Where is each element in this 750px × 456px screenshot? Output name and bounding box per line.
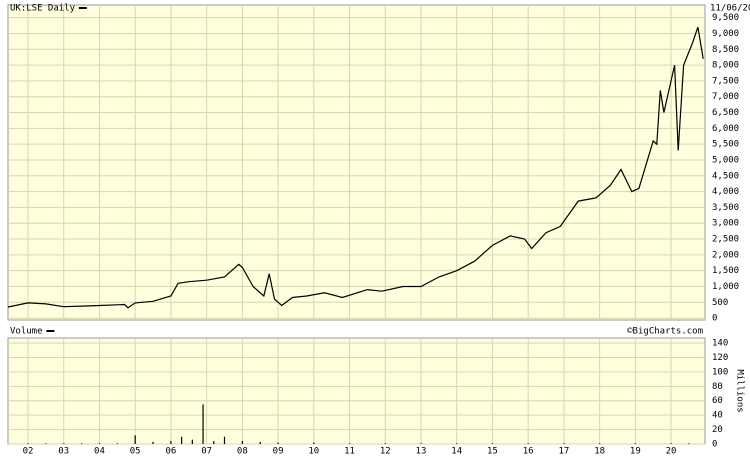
y-tick-label: 5,000 [712, 155, 739, 165]
volume-bar [191, 439, 193, 444]
y-tick-label: 60 [712, 396, 723, 406]
volume-bar [116, 443, 118, 444]
y-tick-label: 20 [712, 425, 723, 435]
y-tick-label: 4,500 [712, 171, 739, 181]
y-tick-label: 0 [712, 440, 717, 450]
volume-panel [7, 337, 706, 445]
volume-bar [98, 443, 101, 444]
y-tick-label: 100 [712, 367, 728, 377]
y-tick-label: 6,500 [712, 108, 739, 118]
volume-bar [63, 443, 65, 444]
x-tick-label: 02 [23, 447, 34, 456]
volume-bar [384, 443, 386, 444]
volume-bar [599, 443, 601, 444]
volume-bar [181, 436, 183, 444]
y-tick-label: 80 [712, 382, 723, 392]
y-tick-label: 7,000 [712, 92, 739, 102]
volume-bar [527, 443, 529, 444]
x-tick-label: 10 [308, 447, 319, 456]
volume-bar [348, 443, 351, 444]
volume-bar [259, 441, 261, 444]
volume-bar [27, 443, 29, 444]
volume-bar [80, 443, 83, 444]
x-tick-label: 11 [344, 447, 355, 456]
x-tick-label: 18 [594, 447, 605, 456]
y-tick-label: 140 [712, 339, 728, 349]
x-tick-label: 17 [558, 447, 569, 456]
x-tick-label: 04 [94, 447, 105, 456]
volume-bar [134, 435, 136, 444]
date-label: 11/06/20 [710, 4, 750, 14]
volume-bar [420, 443, 422, 444]
x-tick-label: 16 [523, 447, 534, 456]
x-tick-label: 12 [380, 447, 391, 456]
x-tick-label: 19 [630, 447, 641, 456]
x-tick-label: 13 [416, 447, 427, 456]
volume-bar [563, 443, 565, 444]
y-tick-label: 40 [712, 411, 723, 421]
y-tick-label: 120 [712, 353, 728, 363]
y-tick-label: 3,000 [712, 219, 739, 229]
volume-bar [223, 436, 226, 444]
legend-label: Volume [10, 327, 43, 337]
volume-bar [152, 441, 154, 444]
legend-label: UK:LSE Daily [10, 4, 76, 14]
x-tick-label: 15 [487, 447, 498, 456]
y-tick-label: 4,000 [712, 187, 739, 197]
y-tick-label: 9,000 [712, 29, 739, 39]
y-axis-label: Millions [735, 369, 745, 412]
price-line [7, 26, 704, 309]
volume-bar [491, 443, 494, 444]
volume-bar [202, 404, 204, 444]
y-tick-label: 8,000 [712, 61, 739, 71]
volume-bar [170, 441, 172, 444]
y-tick-label: 5,500 [712, 140, 739, 150]
volume-bar [456, 443, 458, 444]
y-tick-label: 0 [712, 314, 717, 324]
volume-bar [688, 443, 690, 444]
x-tick-label: 20 [666, 447, 677, 456]
volume-bar [45, 443, 47, 444]
volume-bar [213, 441, 215, 444]
y-tick-label: 500 [712, 298, 728, 308]
y-tick-label: 6,000 [712, 124, 739, 134]
y-tick-label: 1,000 [712, 282, 739, 292]
source-label: ©BigCharts.com [627, 327, 703, 337]
y-tick-label: 9,500 [712, 13, 739, 23]
volume-bar [277, 442, 279, 444]
x-tick-label: 14 [451, 447, 462, 456]
x-tick-label: 09 [273, 447, 284, 456]
volume-bar [634, 443, 636, 444]
x-tick-label: 06 [165, 447, 176, 456]
x-tick-label: 05 [130, 447, 141, 456]
y-tick-label: 7,500 [712, 76, 739, 86]
x-tick-label: 03 [58, 447, 69, 456]
x-tick-label: 07 [201, 447, 212, 456]
y-tick-label: 8,500 [712, 45, 739, 55]
y-tick-label: 2,500 [712, 235, 739, 245]
y-tick-label: 3,500 [712, 203, 739, 213]
volume-bar [670, 443, 672, 444]
y-tick-label: 2,000 [712, 250, 739, 260]
y-tick-label: 1,500 [712, 266, 739, 276]
volume-bar [241, 441, 243, 444]
price-panel [7, 4, 706, 321]
volume-bar [313, 442, 315, 444]
x-tick-label: 08 [237, 447, 248, 456]
